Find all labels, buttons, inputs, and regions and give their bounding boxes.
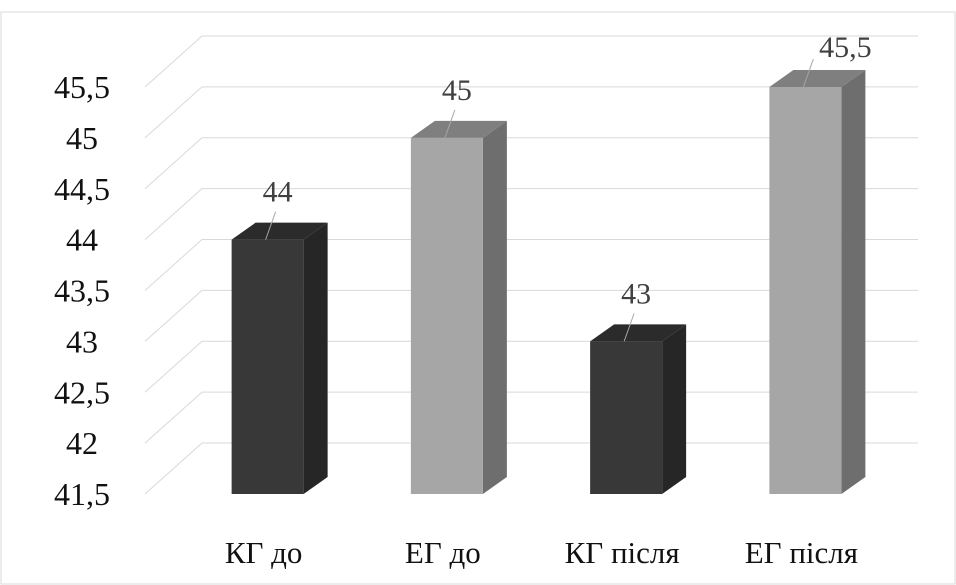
y-tick-label: 44 [66,222,98,258]
bar-top-face [231,222,328,240]
x-axis-category-labels: КГ до ЕГ до КГ після ЕГ після [225,535,858,570]
bar [410,120,507,494]
category-label: ЕГ до [405,535,481,570]
data-label: 45 [442,74,472,107]
bar [590,324,687,494]
y-tick-label: 42 [66,425,98,461]
bar-top-face [590,324,687,342]
y-tick-label: 44,5 [54,171,110,207]
gridline-diagonal [144,391,203,444]
data-label: 45,5 [819,31,872,64]
bar-front-face [410,137,483,494]
bar-front-face [231,239,304,494]
bar-side-face [303,222,328,494]
y-tick-label: 42,5 [54,374,110,410]
gridline-diagonal [144,86,203,139]
y-axis-tick-labels: 41,5 42 42,5 43 43,5 44 44,5 45 45,5 [54,69,110,512]
bar-top-face [410,120,507,138]
data-label: 43 [621,277,651,310]
bar-side-face [841,70,866,494]
y-tick-label: 41,5 [54,476,110,512]
bar-side-face [482,120,507,494]
data-label: 44 [263,176,293,209]
gridline-diagonal [144,290,203,342]
gridline-diagonal [144,137,203,190]
data-labels: 44 45 43 45,5 [263,31,872,342]
data-label-leader [444,109,456,139]
gridline-diagonal [144,188,203,240]
category-label: КГ після [565,535,680,570]
data-label-leader [802,58,814,88]
y-tick-label: 43,5 [54,273,110,309]
bar [769,70,866,494]
bar [231,222,328,494]
y-tick-label: 45 [66,120,98,156]
data-label-leader [623,313,635,342]
y-tick-label: 43 [66,323,98,359]
bar-front-face [769,87,842,494]
gridline-diagonal [144,239,203,291]
y-tick-label: 45,5 [54,69,110,105]
gridline-diagonal [144,442,203,495]
category-label: КГ до [225,535,303,570]
category-label: ЕГ після [745,535,858,570]
gridline-diagonal [144,35,203,88]
bar-side-face [662,324,687,494]
bar-front-face [590,341,663,494]
bars [231,70,866,494]
gridline-diagonal [144,340,203,393]
bar-top-face [769,70,866,87]
data-label-leader [265,211,277,240]
